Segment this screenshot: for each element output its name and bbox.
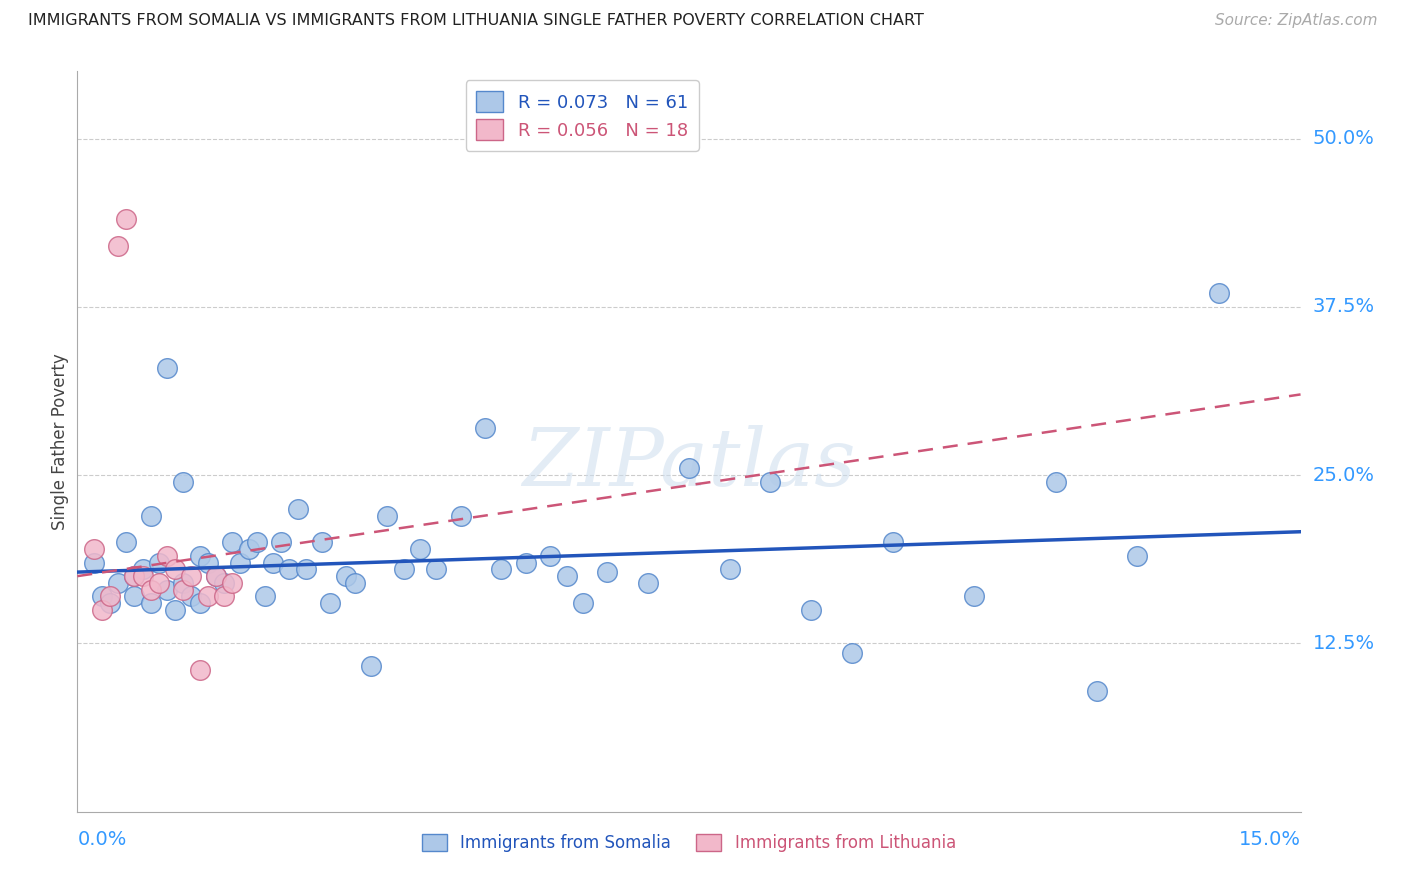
Text: ZIPatlas: ZIPatlas — [522, 425, 856, 502]
Point — [474, 421, 496, 435]
Point — [124, 569, 146, 583]
Point — [450, 508, 472, 523]
Point — [287, 501, 309, 516]
Point — [221, 575, 243, 590]
Point — [165, 603, 187, 617]
Point — [311, 535, 333, 549]
Point — [148, 556, 170, 570]
Point — [165, 562, 187, 576]
Point — [131, 562, 153, 576]
Point — [572, 596, 595, 610]
Point — [882, 535, 904, 549]
Y-axis label: Single Father Poverty: Single Father Poverty — [51, 353, 69, 530]
Point — [83, 542, 105, 557]
Point — [98, 596, 121, 610]
Point — [124, 569, 146, 583]
Text: Source: ZipAtlas.com: Source: ZipAtlas.com — [1215, 13, 1378, 29]
Point — [718, 562, 741, 576]
Legend: Immigrants from Somalia, Immigrants from Lithuania: Immigrants from Somalia, Immigrants from… — [415, 828, 963, 859]
Point — [637, 575, 659, 590]
Point — [343, 575, 366, 590]
Point — [115, 212, 138, 227]
Point — [800, 603, 823, 617]
Point — [139, 508, 162, 523]
Point — [238, 542, 260, 557]
Point — [841, 646, 863, 660]
Point — [115, 535, 138, 549]
Point — [212, 590, 235, 604]
Point — [139, 596, 162, 610]
Point — [963, 590, 986, 604]
Point — [596, 565, 619, 579]
Point — [197, 556, 219, 570]
Point — [124, 590, 146, 604]
Point — [83, 556, 105, 570]
Point — [1126, 549, 1149, 563]
Text: 15.0%: 15.0% — [1239, 830, 1301, 849]
Point — [335, 569, 357, 583]
Point — [180, 569, 202, 583]
Text: 50.0%: 50.0% — [1313, 129, 1375, 148]
Point — [172, 582, 194, 597]
Text: 25.0%: 25.0% — [1313, 466, 1375, 484]
Point — [139, 582, 162, 597]
Point — [515, 556, 537, 570]
Point — [1208, 286, 1230, 301]
Point — [678, 461, 700, 475]
Point — [188, 549, 211, 563]
Point — [212, 575, 235, 590]
Point — [375, 508, 398, 523]
Point — [156, 582, 179, 597]
Point — [90, 590, 112, 604]
Point — [180, 590, 202, 604]
Point — [1045, 475, 1067, 489]
Point — [107, 239, 129, 253]
Point — [759, 475, 782, 489]
Point — [205, 569, 228, 583]
Point — [538, 549, 561, 563]
Point — [1085, 683, 1108, 698]
Text: 0.0%: 0.0% — [77, 830, 127, 849]
Point — [555, 569, 578, 583]
Point — [197, 590, 219, 604]
Point — [156, 549, 179, 563]
Point — [221, 535, 243, 549]
Point — [205, 569, 228, 583]
Point — [270, 535, 292, 549]
Point — [425, 562, 447, 576]
Point — [409, 542, 432, 557]
Point — [107, 575, 129, 590]
Point — [172, 575, 194, 590]
Point — [172, 475, 194, 489]
Point — [98, 590, 121, 604]
Point — [246, 535, 269, 549]
Point — [229, 556, 252, 570]
Point — [188, 664, 211, 678]
Point — [392, 562, 415, 576]
Point — [278, 562, 301, 576]
Point — [156, 360, 179, 375]
Point — [148, 575, 170, 590]
Text: 37.5%: 37.5% — [1313, 297, 1375, 317]
Point — [491, 562, 513, 576]
Point — [90, 603, 112, 617]
Point — [360, 659, 382, 673]
Point — [294, 562, 316, 576]
Point — [131, 569, 153, 583]
Point — [253, 590, 276, 604]
Point — [262, 556, 284, 570]
Point — [319, 596, 342, 610]
Text: IMMIGRANTS FROM SOMALIA VS IMMIGRANTS FROM LITHUANIA SINGLE FATHER POVERTY CORRE: IMMIGRANTS FROM SOMALIA VS IMMIGRANTS FR… — [28, 13, 924, 29]
Text: 12.5%: 12.5% — [1313, 634, 1375, 653]
Point — [188, 596, 211, 610]
